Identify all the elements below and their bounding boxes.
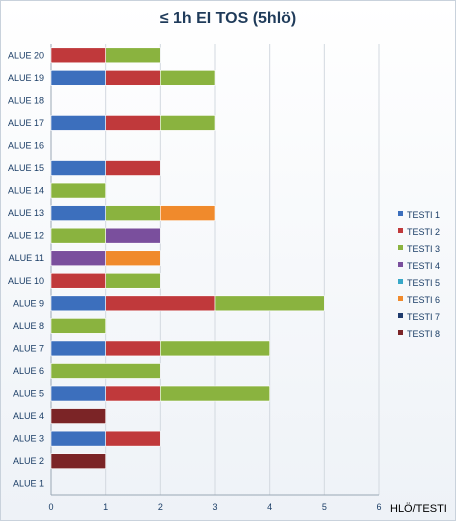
legend-swatch	[398, 279, 403, 284]
legend-label: TESTI 1	[407, 210, 440, 220]
x-tick-label: 2	[158, 502, 163, 512]
bar-segment	[105, 227, 161, 244]
bar-segment	[50, 70, 106, 86]
bar-segment	[105, 272, 161, 289]
y-tick-label: ALUE 19	[8, 73, 44, 83]
x-tick-label: 6	[376, 502, 381, 512]
bar-segment	[50, 272, 106, 289]
bar-segment	[50, 47, 106, 64]
bar-segment	[160, 340, 270, 357]
bar-segment	[105, 70, 161, 86]
y-tick-label: ALUE 9	[13, 298, 44, 308]
y-tick-label: ALUE 12	[8, 231, 44, 241]
bar-segment	[105, 250, 161, 267]
y-tick-label: ALUE 11	[9, 253, 44, 263]
x-tick-label: 4	[267, 502, 272, 512]
bar-segment	[105, 430, 161, 447]
bar-segment	[105, 47, 161, 64]
bar-segment	[160, 115, 216, 131]
bar-segment	[160, 385, 270, 402]
legend-label: TESTI 5	[407, 278, 440, 288]
y-tick-label: ALUE 18	[8, 95, 44, 105]
bar-segment	[50, 408, 106, 424]
y-tick-label: ALUE 2	[13, 456, 44, 466]
legend-label: TESTI 4	[407, 261, 440, 271]
y-tick-label: ALUE 6	[13, 366, 44, 376]
bar-segment	[105, 115, 161, 131]
y-axis-labels: ALUE 20 ALUE 19 ALUE 18 ALUE 17 ALUE 16 ALUE …	[8, 50, 44, 488]
bar-segment	[50, 205, 106, 221]
y-tick-label: ALUE 1	[13, 479, 44, 489]
y-tick-label: ALUE 13	[8, 208, 44, 218]
legend-swatch	[398, 262, 403, 267]
legend-swatch	[398, 228, 403, 233]
legend-swatch	[398, 245, 403, 250]
gridlines	[50, 44, 380, 496]
y-tick-label: ALUE 10	[8, 276, 44, 286]
bar-segment	[214, 295, 325, 312]
legend-label: TESTI 6	[407, 295, 440, 305]
legend-swatch	[398, 211, 403, 216]
x-tick-label: 0	[48, 502, 53, 512]
x-axis-title: HLÖ/TESTI	[390, 503, 447, 515]
y-tick-label: ALUE 20	[8, 50, 44, 60]
bar-segment	[50, 385, 106, 402]
y-tick-label: ALUE 8	[13, 321, 44, 331]
bar-segment	[50, 318, 106, 334]
x-axis-labels: 0 1 2 3 4 5 6	[48, 502, 381, 512]
y-tick-label: ALUE 17	[8, 118, 44, 128]
bar-segment	[50, 160, 106, 176]
bar-segment	[50, 340, 106, 357]
bar-segment	[50, 430, 106, 447]
y-tick-label: ALUE 14	[8, 186, 44, 196]
legend-swatch	[398, 296, 403, 301]
legend-label: TESTI 8	[407, 329, 440, 339]
legend-swatch	[398, 313, 403, 318]
bar-segment	[105, 340, 161, 357]
legend: TESTI 1 TESTI 2 TESTI 3 TESTI 4 TESTI 5 TESTI…	[398, 210, 440, 339]
x-tick-label: 3	[212, 502, 217, 512]
legend-swatch	[398, 330, 403, 335]
bar-segment	[50, 182, 106, 199]
bar-segment	[50, 250, 106, 267]
bar-segment	[50, 363, 161, 379]
bar-segment	[105, 160, 161, 176]
y-tick-label: ALUE 15	[8, 163, 44, 173]
legend-label: TESTI 3	[407, 244, 440, 254]
bars	[50, 47, 325, 469]
bar-segment	[50, 115, 106, 131]
x-tick-label: 5	[322, 502, 327, 512]
y-tick-label: ALUE 3	[13, 434, 44, 444]
y-tick-label: ALUE 7	[13, 343, 44, 353]
chart-title: ≤ 1h EI TOS (5hlö)	[159, 10, 297, 27]
bar-segment	[105, 385, 161, 402]
y-tick-label: ALUE 16	[8, 140, 44, 150]
bar-segment	[105, 205, 161, 221]
bar-segment	[160, 70, 216, 86]
y-tick-label: ALUE 4	[13, 411, 44, 421]
legend-label: TESTI 2	[407, 227, 440, 237]
y-tick-label: ALUE 5	[13, 389, 44, 399]
x-tick-label: 1	[103, 502, 108, 512]
bar-segment	[50, 227, 106, 244]
bar-segment	[50, 453, 106, 469]
bar-segment	[160, 205, 216, 221]
legend-label: TESTI 7	[407, 312, 440, 322]
bar-segment	[105, 295, 216, 312]
bar-segment	[50, 295, 106, 312]
